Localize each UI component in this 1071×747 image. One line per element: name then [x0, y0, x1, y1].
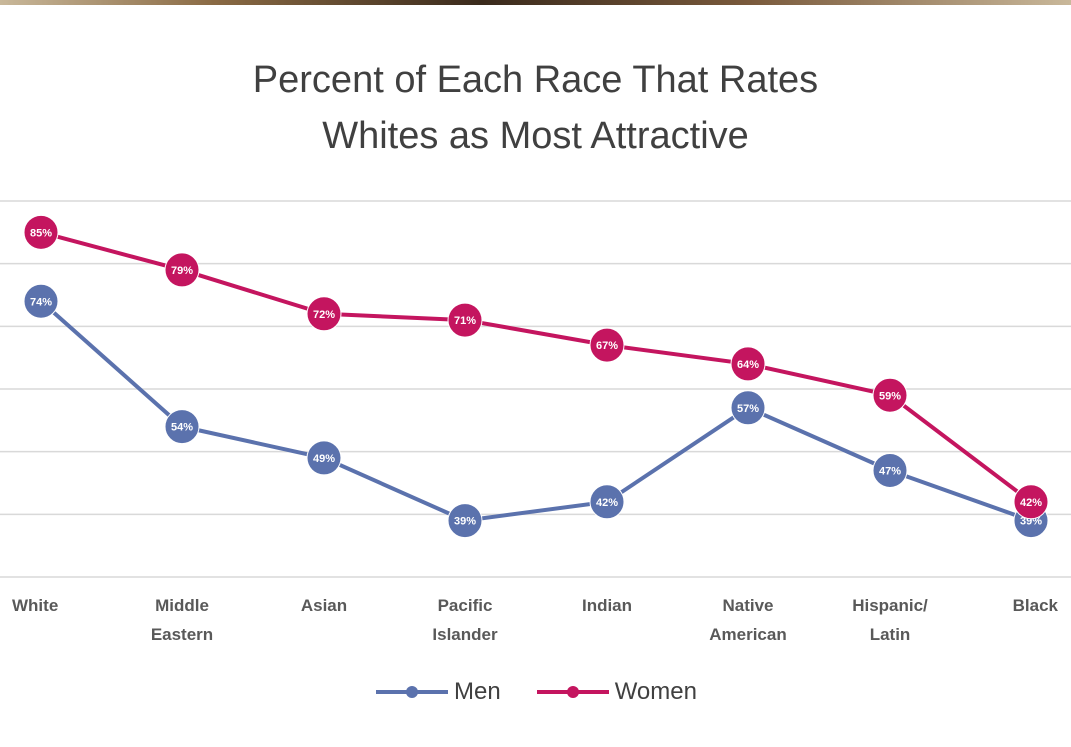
x-tick-label: Pacific Islander	[432, 596, 498, 644]
data-point-men	[730, 390, 766, 426]
data-point-women	[447, 302, 483, 338]
data-label-women: 79%	[171, 265, 193, 277]
x-tick-label: Middle Eastern	[150, 596, 214, 644]
legend-swatch-men	[376, 686, 449, 698]
data-point-women	[730, 346, 766, 382]
data-point-women	[23, 214, 59, 250]
data-point-women	[1013, 484, 1049, 520]
data-point-men	[589, 484, 625, 520]
data-label-women: 71%	[454, 315, 476, 327]
legend-item-women: Women	[535, 678, 697, 706]
x-tick-label: White	[12, 596, 59, 615]
data-label-men: 39%	[454, 516, 476, 528]
data-label-men: 57%	[737, 403, 759, 415]
x-tick-label: Asian	[300, 596, 348, 615]
top-image-strip	[0, 0, 1071, 5]
data-point-women	[872, 377, 908, 413]
data-label-women: 72%	[313, 309, 335, 321]
data-label-men: 49%	[313, 453, 335, 465]
x-tick-label: Hispanic/Latin	[852, 596, 928, 644]
data-label-men: 47%	[879, 465, 901, 477]
data-label-women: 64%	[737, 359, 759, 371]
chart-title-line-1: Percent of Each Race That Rates	[252, 59, 819, 101]
chart-legend: Men Women	[0, 678, 1071, 706]
legend-item-men: Men	[374, 678, 501, 706]
legend-label-women: Women	[614, 678, 697, 705]
legend-label-men: Men	[454, 678, 501, 705]
data-label-men: 42%	[596, 497, 618, 509]
data-label-men: 74%	[30, 296, 52, 308]
x-tick-label: Black	[1012, 596, 1058, 615]
x-tick-label: Indian	[581, 596, 633, 615]
data-label-women: 67%	[596, 340, 618, 352]
data-label-women: 42%	[1020, 497, 1042, 509]
data-point-women	[589, 327, 625, 363]
data-point-men	[23, 283, 59, 319]
chart-title-line-2: Whites as Most Attractive	[322, 115, 749, 157]
data-label-women: 85%	[30, 227, 52, 239]
data-label-women: 59%	[879, 390, 901, 402]
data-point-women	[164, 252, 200, 288]
data-label-men: 54%	[171, 422, 193, 434]
series-line-women	[40, 230, 1033, 504]
data-point-men	[164, 409, 200, 445]
legend-swatch-women	[536, 686, 609, 698]
series-line-men	[39, 299, 1032, 523]
data-point-women	[306, 296, 342, 332]
x-tick-label: Native American	[709, 596, 787, 644]
data-point-men	[872, 452, 908, 488]
data-point-men	[447, 503, 483, 539]
data-label-men: 39%	[1020, 516, 1042, 528]
data-point-men	[306, 440, 342, 476]
chart-title: Percent of Each Race That Rates Whites a…	[0, 52, 1071, 164]
